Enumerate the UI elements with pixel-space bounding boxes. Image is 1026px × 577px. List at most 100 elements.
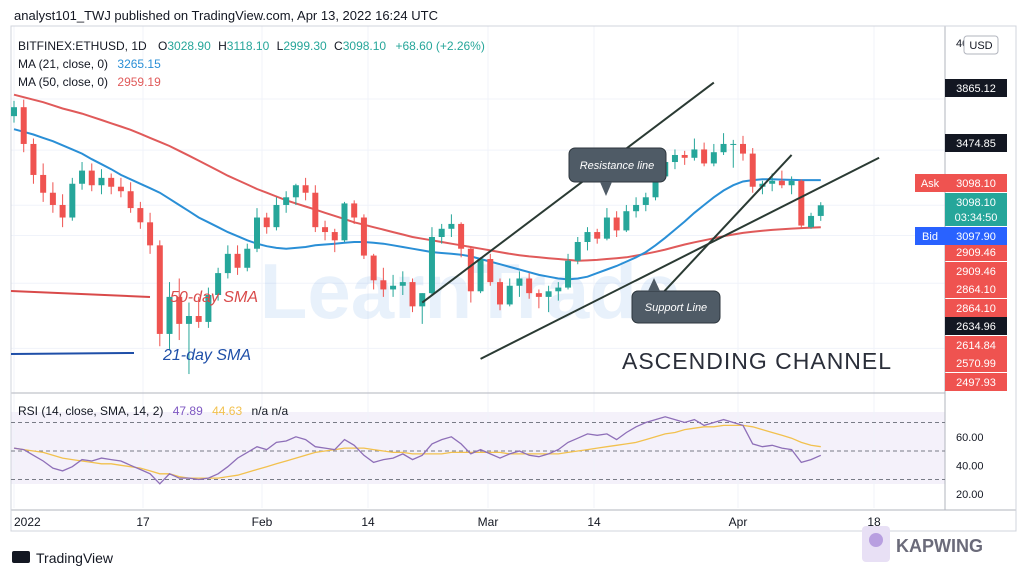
price-tick-tag — [945, 243, 1007, 261]
candle — [740, 135, 746, 161]
candle — [399, 271, 406, 296]
rsi-legend: RSI (14, close, SMA, 14, 2) 47.89 44.63 … — [18, 404, 289, 418]
candle — [623, 204, 630, 233]
candle — [487, 253, 494, 286]
rsi-pane — [11, 416, 945, 485]
ma21-label: MA (21, close, 0) — [18, 57, 108, 71]
candle — [244, 243, 251, 272]
candle — [390, 274, 397, 297]
candle — [49, 182, 56, 213]
candle — [98, 169, 105, 195]
ma50-label: MA (50, close, 0) — [18, 75, 108, 89]
time-tick-label: 18 — [867, 515, 881, 529]
price-tick-tag — [945, 299, 1007, 317]
candle — [516, 271, 523, 297]
candle — [438, 223, 445, 244]
candle — [283, 191, 290, 213]
price-tick-labels: 3865.12 3474.85 2909.46 2909.46 2864.10 2864.… — [945, 79, 1007, 391]
candle — [710, 143, 717, 167]
candle — [720, 133, 727, 155]
candle — [273, 197, 280, 231]
candle — [603, 208, 610, 241]
candle — [380, 267, 387, 297]
candle — [224, 245, 231, 279]
candle — [234, 245, 241, 275]
candle — [526, 273, 533, 299]
high-label: H — [218, 39, 227, 53]
ma50-value: 2959.19 — [117, 75, 161, 89]
candle — [467, 247, 474, 303]
tradingview-logo: TradingView — [12, 550, 114, 566]
close-label: C — [334, 39, 343, 53]
candle — [671, 149, 678, 170]
candle — [448, 214, 455, 237]
rsi-line — [13, 416, 822, 485]
low-value: 2999.30 — [283, 39, 327, 53]
price-tick-tag — [945, 373, 1007, 391]
candle — [555, 282, 562, 301]
candle — [88, 163, 95, 192]
open-label: O — [158, 39, 167, 53]
svg-text:BITFINEX:ETHUSD, 1D O302: BITFINEX:ETHUSD, 1D O3028.90 H3118.10 L2… — [18, 39, 485, 53]
candle — [79, 162, 86, 190]
symbol-label: BITFINEX:ETHUSD, 1D — [18, 39, 147, 53]
candle — [788, 176, 795, 195]
last-price: 3098.10 — [956, 197, 996, 209]
bar-countdown: 03:34:50 — [955, 212, 998, 224]
resistance-label: Resistance line — [580, 160, 655, 172]
candle — [117, 177, 124, 198]
support-label: Support Line — [645, 302, 707, 314]
price-tick-label: 2909.46 — [956, 266, 996, 278]
candle — [798, 179, 805, 229]
candle — [185, 302, 192, 375]
candle — [701, 142, 708, 167]
price-tick-tag — [945, 79, 1007, 97]
candle — [127, 182, 134, 213]
price-tick-tag — [945, 317, 1007, 335]
kapwing-watermark: KAPWING — [862, 526, 983, 562]
support-trendline — [480, 156, 880, 360]
candle — [254, 208, 260, 253]
price-tick-label: 2570.99 — [956, 358, 996, 370]
currency-badge[interactable] — [963, 35, 999, 55]
time-tick-label: 17 — [136, 515, 150, 529]
price-tick-tag — [945, 354, 1007, 372]
candle — [370, 253, 377, 290]
support-callout: Support Line — [631, 278, 721, 324]
candles — [11, 99, 824, 375]
footer-brand: TradingView — [36, 550, 114, 566]
candle — [156, 240, 163, 347]
price-tick-label: 2614.84 — [956, 340, 996, 352]
price-tick-label: 2864.10 — [956, 284, 996, 296]
sma50-legend-line — [10, 290, 151, 298]
candle — [419, 293, 426, 324]
candle — [147, 212, 154, 254]
rsi-axis: 60.00 40.00 20.00 — [956, 432, 984, 501]
open-value: 3028.90 — [167, 39, 211, 53]
candle — [292, 183, 299, 205]
price-tick-label: 2634.96 — [956, 321, 996, 333]
candle — [633, 197, 640, 218]
price-tick-label: 3474.85 — [956, 138, 996, 150]
rsi-ma-line — [13, 424, 821, 479]
time-tick-label: Mar — [478, 515, 499, 529]
price-tick-label: 2864.10 — [956, 303, 996, 315]
price-tick-label: 3865.12 — [956, 83, 996, 95]
bid-tag-label: Bid — [922, 231, 938, 243]
currency-badge-label: USD — [969, 40, 992, 52]
candle — [166, 282, 173, 351]
candle — [59, 194, 66, 228]
rsi-label: RSI (14, close, SMA, 14, 2) — [18, 404, 163, 418]
candle — [322, 220, 329, 241]
bid-tag — [915, 227, 945, 245]
price-tick-label: 2497.93 — [956, 377, 996, 389]
candle — [545, 285, 552, 313]
resistance-callout: Resistance line — [568, 147, 667, 196]
ma21-value: 3265.15 — [117, 57, 161, 71]
candle — [69, 177, 76, 221]
rsi-na-label: n/a n/a — [251, 404, 288, 418]
sma21-legend-line — [10, 352, 135, 355]
candle — [176, 278, 183, 341]
candle — [40, 163, 47, 202]
candle — [778, 170, 785, 189]
